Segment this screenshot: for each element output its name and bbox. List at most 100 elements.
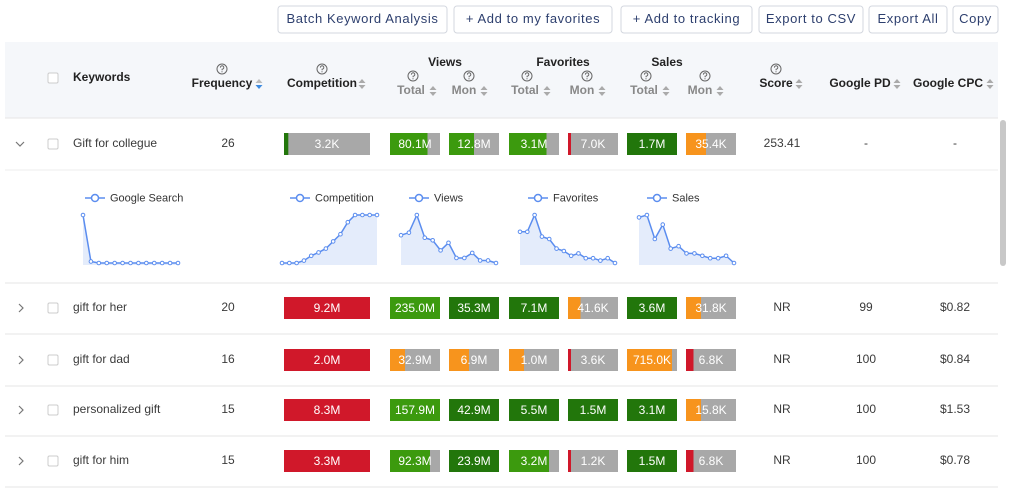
sort-up[interactable] (358, 79, 366, 83)
sort-down[interactable] (893, 85, 901, 89)
metric-bar-fill (627, 399, 677, 421)
sort-up[interactable] (716, 86, 724, 90)
help-icon (216, 63, 228, 75)
trend-point (668, 246, 673, 251)
trend-point (316, 250, 321, 255)
checkbox[interactable] (47, 455, 59, 467)
metric-value: 3.1M (521, 137, 548, 151)
metric-bar-fill (568, 399, 618, 421)
expand-arrow[interactable] (18, 303, 24, 313)
sort-up[interactable] (543, 86, 551, 90)
sort-down[interactable] (795, 85, 803, 89)
google-pd: - (864, 136, 868, 150)
sort-down[interactable] (255, 85, 263, 89)
toolbar-button[interactable] (277, 5, 448, 34)
sort-down[interactable] (662, 92, 670, 96)
expand-arrow[interactable] (18, 456, 24, 466)
legend-marker (414, 193, 424, 203)
metric-bar-fill (568, 450, 571, 472)
sort-down[interactable] (716, 92, 724, 96)
metric-bar-fill (686, 349, 694, 371)
help-icon-glyph (410, 72, 416, 78)
sort-up[interactable] (255, 79, 263, 83)
sort-down[interactable] (358, 85, 366, 89)
scrollbar[interactable] (1000, 120, 1006, 266)
trend-point (80, 212, 86, 218)
sort-down[interactable] (986, 85, 994, 89)
trend-point (438, 248, 443, 253)
trend-point (287, 260, 292, 266)
sort-up[interactable] (598, 86, 606, 90)
google-cpc: $1.53 (940, 402, 970, 416)
legend-label: Views (434, 192, 464, 204)
toolbar-button-label[interactable]: + Add to my favorites (466, 11, 600, 26)
sort-up[interactable] (893, 79, 901, 83)
column-header: Frequency (192, 76, 253, 90)
sort-up[interactable] (986, 79, 994, 83)
metric-value: 23.9M (457, 454, 490, 468)
checkbox[interactable] (47, 302, 59, 314)
trend-point (88, 259, 94, 264)
toolbar-button[interactable] (620, 5, 753, 34)
sort-down[interactable] (543, 92, 551, 96)
trend-point (374, 212, 380, 218)
trend-point (96, 260, 102, 266)
legend-label: Google Search (110, 192, 183, 204)
toolbar-button[interactable] (758, 5, 864, 34)
column-header: Competition (287, 76, 357, 90)
score: NR (773, 352, 791, 366)
metric-value: 8.3M (314, 403, 341, 417)
metric-value: 2.0M (314, 353, 341, 367)
toolbar-button-label[interactable]: Copy (959, 11, 992, 26)
toolbar-button[interactable] (453, 5, 613, 34)
help-icon-dot (412, 78, 414, 80)
toolbar-button-label[interactable]: Batch Keyword Analysis (287, 11, 439, 26)
metric-bar-fill (509, 297, 559, 319)
legend-label: Favorites (553, 192, 599, 204)
checkbox[interactable] (47, 138, 59, 150)
trend-point (684, 251, 689, 256)
sort-down[interactable] (598, 92, 606, 96)
help-icon-glyph (584, 72, 590, 78)
legend-label: Competition (315, 192, 374, 204)
metric-bar-fill (284, 349, 370, 371)
trend-point (136, 260, 141, 266)
checkbox[interactable] (47, 404, 59, 416)
metric-value: 9.2M (314, 301, 341, 315)
metric-value: 3.6K (581, 353, 606, 367)
sort-up[interactable] (480, 86, 488, 90)
trend-point (539, 234, 545, 239)
metric-value: 15.8K (695, 403, 726, 417)
metric-bar-fill (390, 349, 405, 371)
expand-arrow[interactable] (18, 405, 24, 415)
trend-point (112, 260, 117, 266)
sort-down[interactable] (429, 92, 437, 96)
collapse-arrow[interactable] (15, 141, 25, 147)
help-icon-dot (321, 71, 323, 73)
score: NR (773, 402, 791, 416)
toolbar-button[interactable] (868, 5, 948, 34)
checkbox[interactable] (47, 354, 59, 366)
sort-up[interactable] (429, 86, 437, 90)
metric-value: 92.3M (398, 454, 431, 468)
toolbar-button-label[interactable]: Export All (878, 11, 939, 26)
sort-up[interactable] (662, 86, 670, 90)
sort-down[interactable] (480, 92, 488, 96)
trend-point (159, 260, 165, 266)
expand-arrow[interactable] (18, 355, 24, 365)
trend-point (294, 260, 299, 266)
sort-up[interactable] (795, 79, 803, 83)
column-header: Total (397, 83, 425, 97)
score: NR (773, 453, 791, 467)
help-icon-dot (468, 78, 470, 80)
google-cpc: $0.82 (940, 300, 970, 314)
checkbox[interactable] (47, 72, 59, 84)
metric-bar-fill (627, 133, 677, 155)
toolbar-button-label[interactable]: + Add to tracking (633, 11, 740, 26)
trend-point (279, 260, 285, 266)
metric-bar-fill (284, 133, 289, 155)
toolbar-button-label[interactable]: Export to CSV (766, 11, 856, 26)
help-icon (770, 63, 782, 75)
metric-value: 35.3M (457, 301, 490, 315)
toolbar-button[interactable] (952, 5, 999, 34)
